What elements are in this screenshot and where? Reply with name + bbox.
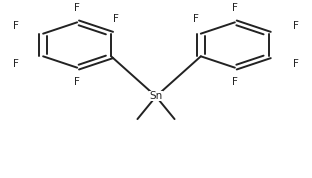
Text: F: F bbox=[293, 21, 299, 31]
Text: F: F bbox=[13, 59, 19, 69]
Text: F: F bbox=[13, 21, 19, 31]
Text: F: F bbox=[232, 2, 238, 12]
Text: F: F bbox=[113, 14, 119, 24]
Text: F: F bbox=[293, 59, 299, 69]
Text: F: F bbox=[74, 2, 80, 12]
Text: F: F bbox=[232, 77, 238, 87]
Text: F: F bbox=[74, 77, 80, 87]
Text: F: F bbox=[193, 14, 198, 24]
Text: Sn: Sn bbox=[149, 91, 163, 101]
